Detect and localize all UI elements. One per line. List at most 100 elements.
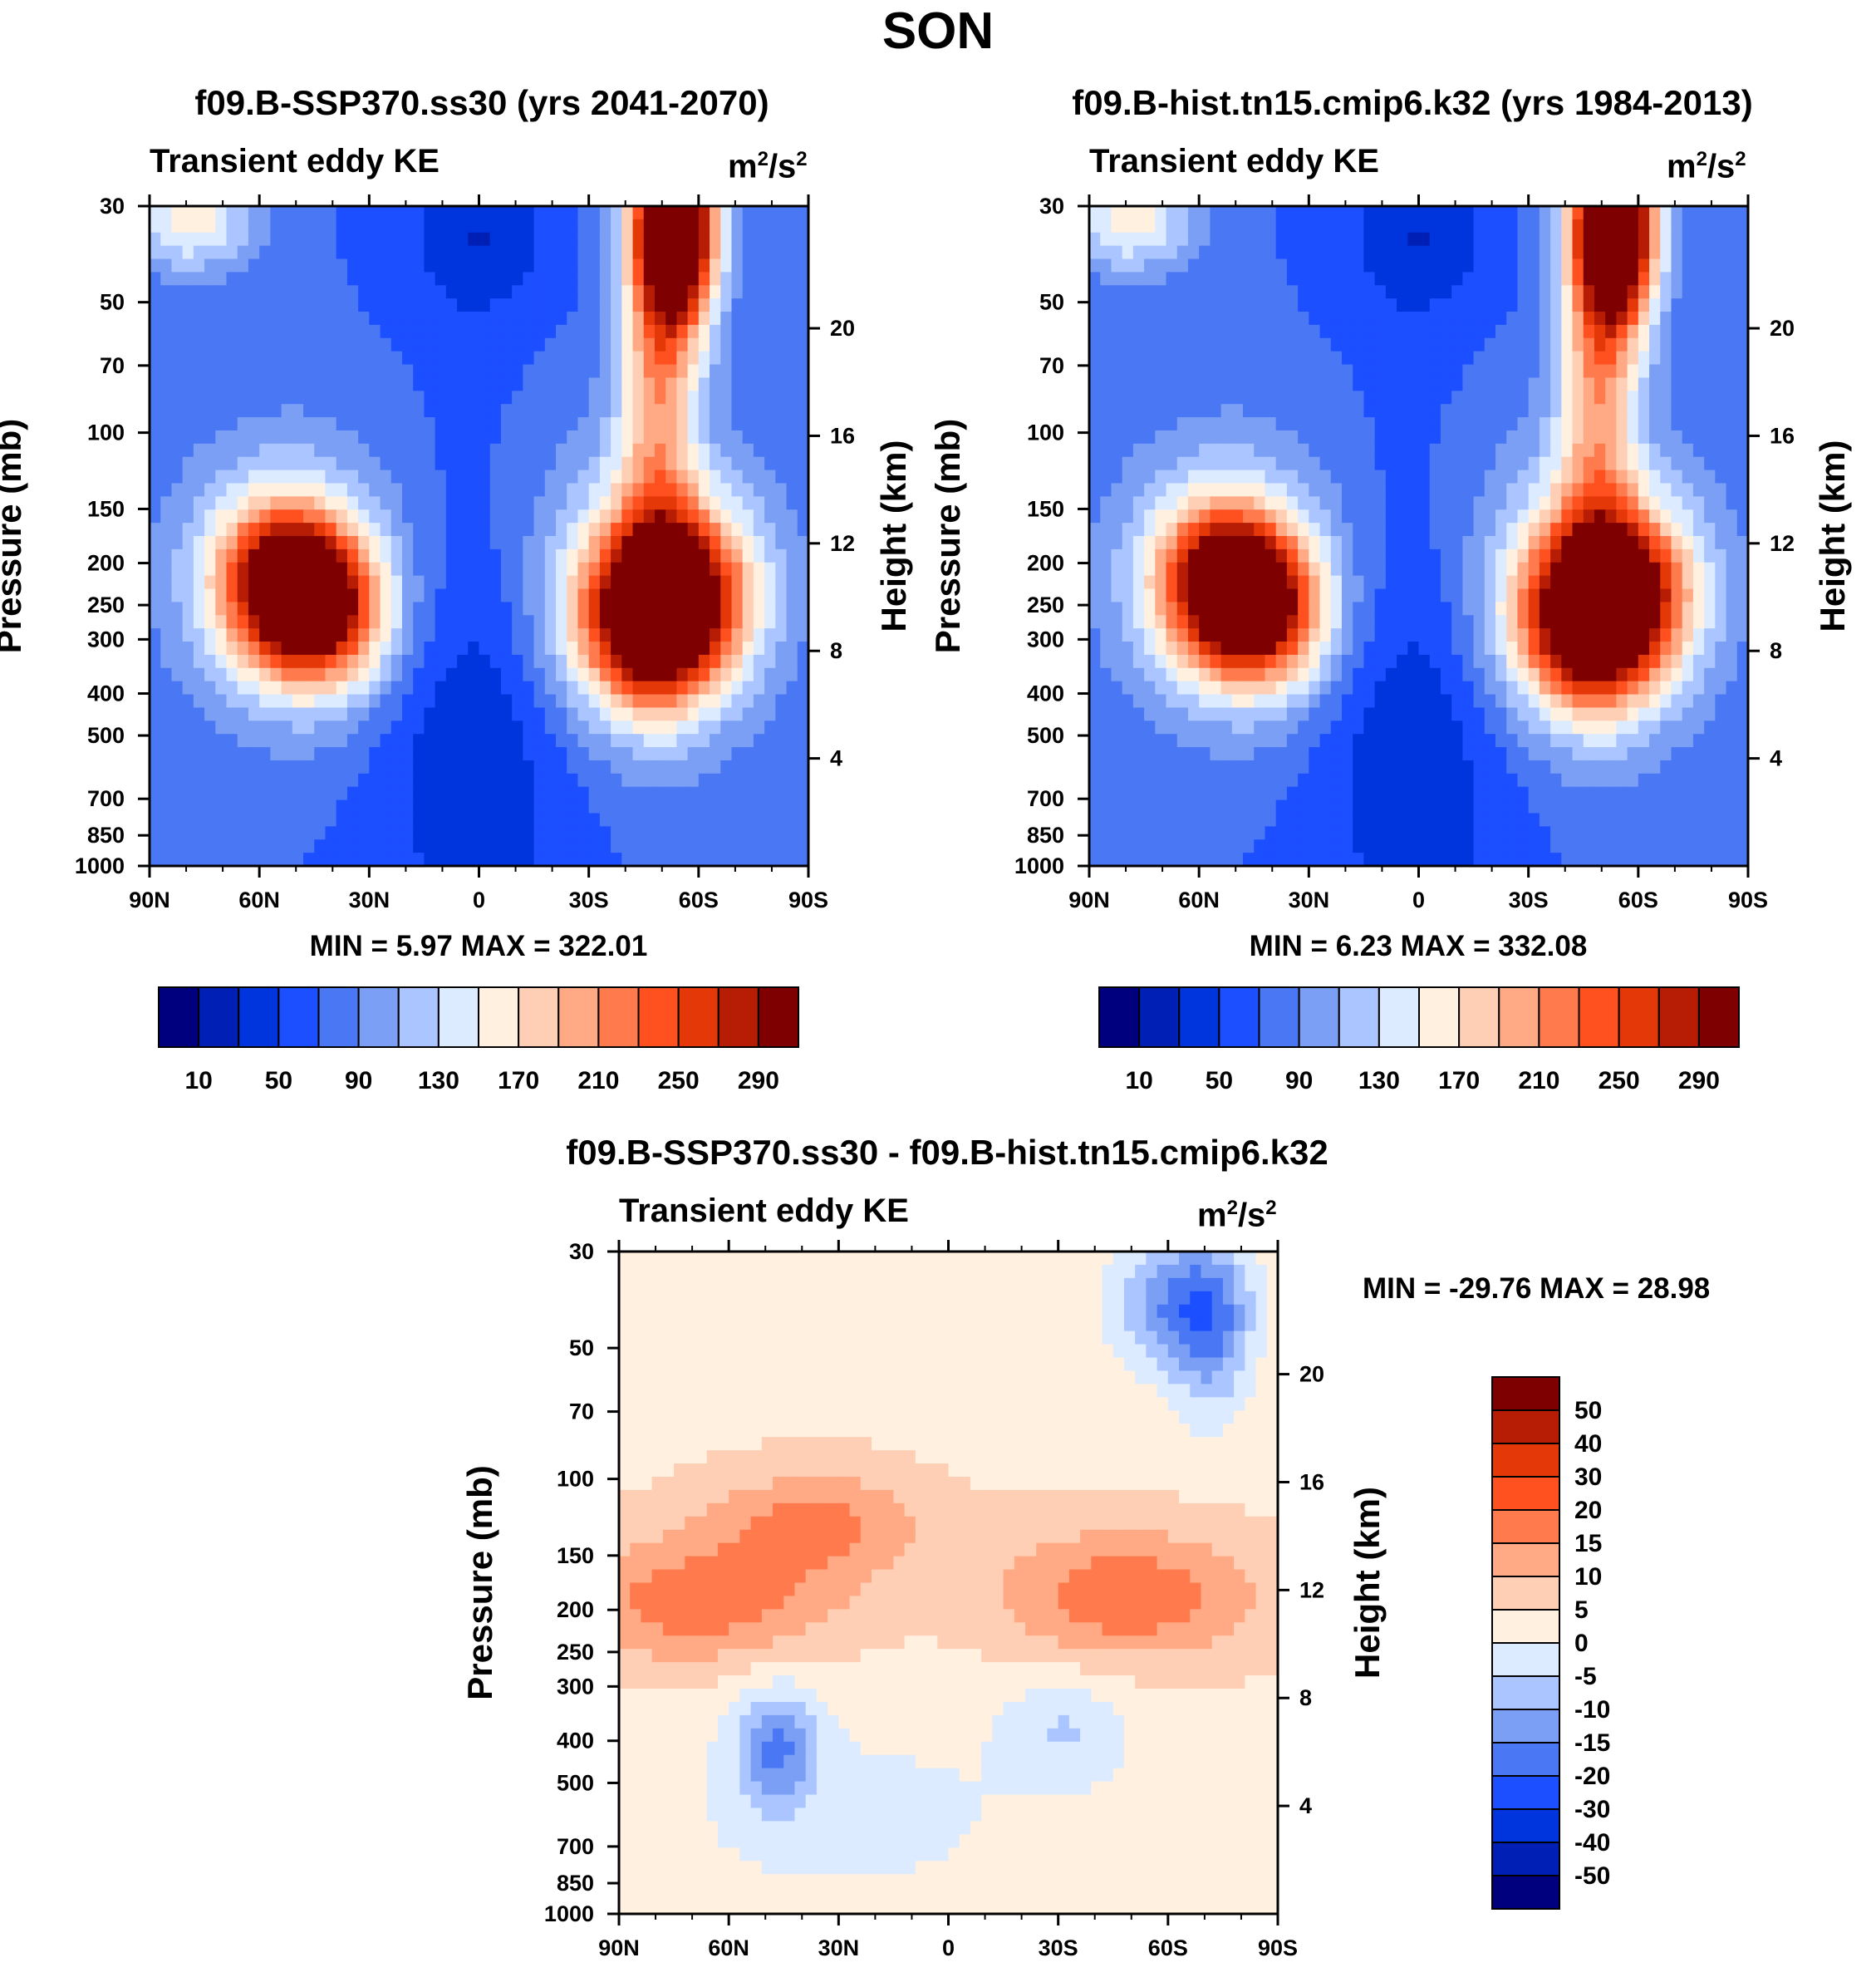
panel-a-cell xyxy=(544,496,557,510)
panel-a-cell xyxy=(281,364,293,379)
panel-a-cell xyxy=(797,602,809,616)
panel-b-cell xyxy=(1572,443,1584,458)
panel-b-cell xyxy=(1561,219,1574,234)
panel-b-cell xyxy=(1539,312,1551,326)
panel-a-cell xyxy=(556,826,567,840)
panel-a-cell xyxy=(390,786,403,801)
panel-a-cell xyxy=(676,258,689,273)
panel-a-cell xyxy=(556,628,567,642)
panel-a-cell xyxy=(533,588,546,602)
panel-a-cell xyxy=(457,681,469,696)
panel-a-cell xyxy=(621,747,634,761)
panel-b-cell xyxy=(1089,602,1101,616)
panel-a-cell xyxy=(248,642,260,656)
panel-b-cell xyxy=(1341,602,1353,616)
panel-a-cell xyxy=(336,654,348,669)
panel-a-cell xyxy=(556,285,567,299)
panel-a-cell xyxy=(479,786,491,801)
panel-b-cell xyxy=(1616,483,1628,497)
panel-a-cell xyxy=(786,377,798,391)
panel-a-cell xyxy=(358,312,370,326)
panel-a-cell xyxy=(303,734,315,748)
panel-b-cell xyxy=(1726,509,1738,524)
panel-a-cell xyxy=(599,562,611,577)
panel-a-cell xyxy=(632,548,645,563)
panel-b-cell xyxy=(1254,417,1266,431)
panel-b-cell xyxy=(1132,602,1145,616)
panel-a-cell xyxy=(621,853,634,867)
panel-a-cell xyxy=(599,391,611,405)
panel-a-cell xyxy=(468,377,480,391)
panel-b-cell xyxy=(1353,562,1365,577)
panel-a-cell xyxy=(500,548,513,563)
panel-b-cell xyxy=(1243,575,1255,590)
panel-a-cell xyxy=(215,443,228,458)
panel-b-cell xyxy=(1704,430,1716,445)
panel-b-cell xyxy=(1484,324,1496,339)
panel-b-cell xyxy=(1495,219,1507,234)
panel-b-cell xyxy=(1440,443,1452,458)
panel-b-cell xyxy=(1298,562,1309,577)
panel-b-cell xyxy=(1671,404,1683,418)
panel-b-cell xyxy=(1397,206,1408,220)
panel-b-cell xyxy=(1254,483,1266,497)
panel-b-cell xyxy=(1407,377,1420,391)
panel-b-cell xyxy=(1089,483,1101,497)
panel-b-cell xyxy=(1298,258,1309,273)
panel-a-cell xyxy=(710,707,721,721)
panel-a-cell xyxy=(611,377,622,391)
panel-a-cell xyxy=(577,391,590,405)
panel-b-cell xyxy=(1363,364,1376,379)
panel-b-cell xyxy=(1309,245,1321,260)
panel-a-cell xyxy=(621,232,634,247)
panel-a-cell xyxy=(731,298,744,312)
panel-a-cell xyxy=(457,430,469,445)
panel-b-cell xyxy=(1187,312,1200,326)
panel-a-cell xyxy=(303,232,315,247)
panel-b-cell xyxy=(1309,430,1321,445)
panel-a-cell xyxy=(654,377,666,391)
panel-b-cell xyxy=(1682,258,1694,273)
panel-b-cell xyxy=(1286,391,1299,405)
panel-b-cell xyxy=(1660,443,1672,458)
panel-b-cell xyxy=(1374,219,1387,234)
panel-b-cell xyxy=(1451,509,1463,524)
panel-a-cell xyxy=(314,337,327,352)
panel-b-cell xyxy=(1111,615,1123,629)
panel-b-cell xyxy=(1561,245,1574,260)
panel-b-cell xyxy=(1210,391,1222,405)
panel-b-cell xyxy=(1715,548,1727,563)
panel-a-cell xyxy=(611,813,622,827)
panel-b-cell xyxy=(1484,258,1496,273)
panel-a-cell xyxy=(556,548,567,563)
panel-a-cell xyxy=(599,456,611,471)
panel-b-cell xyxy=(1231,272,1244,286)
panel-a-cell xyxy=(665,258,677,273)
panel-a-cell xyxy=(281,219,293,234)
panel-b-cell xyxy=(1176,588,1189,602)
panel-a-cell xyxy=(599,813,611,827)
panel-a-cell xyxy=(390,799,403,814)
panel-a-cell xyxy=(182,813,194,827)
panel-b-cell xyxy=(1286,351,1299,366)
panel-b-cell xyxy=(1451,245,1463,260)
panel-a-cell xyxy=(567,839,579,853)
panel-a-cell xyxy=(544,642,557,656)
panel-a-cell xyxy=(512,219,523,234)
panel-a-cell xyxy=(325,853,337,867)
panel-a-cell xyxy=(435,351,447,366)
panel-a-cell xyxy=(369,562,381,577)
panel-b-cell xyxy=(1660,417,1672,431)
panel-b-cell xyxy=(1341,588,1353,602)
panel-a-cell xyxy=(665,536,677,550)
panel-b-cell xyxy=(1155,285,1167,299)
panel-a-cell xyxy=(380,786,392,801)
panel-a-cell xyxy=(797,404,809,418)
panel-b-cell xyxy=(1495,575,1507,590)
panel-b-cell xyxy=(1627,404,1639,418)
panel-b-cell xyxy=(1231,562,1244,577)
panel-b-cell xyxy=(1649,219,1661,234)
panel-a-cell xyxy=(742,667,754,682)
panel-b-cell xyxy=(1385,523,1397,537)
panel-b-cell xyxy=(1089,536,1101,550)
